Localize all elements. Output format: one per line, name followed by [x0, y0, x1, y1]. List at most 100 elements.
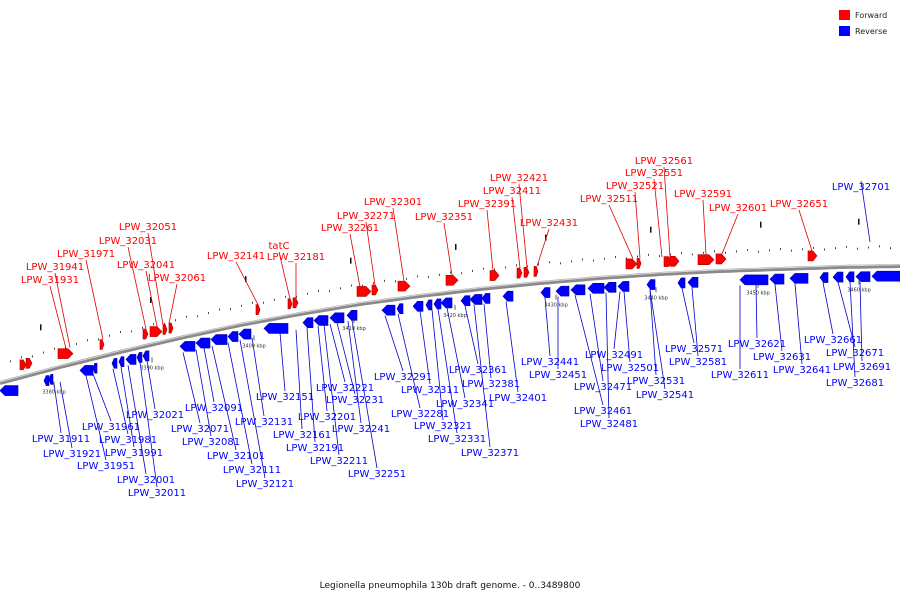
- reverse-gene[interactable]: [481, 293, 491, 304]
- forward-gene[interactable]: [162, 324, 168, 335]
- reverse-gene[interactable]: [346, 310, 358, 321]
- reverse-gene[interactable]: [195, 337, 211, 349]
- reverse-gene[interactable]: [469, 294, 483, 305]
- forward-gene[interactable]: [168, 322, 174, 334]
- forward-gene[interactable]: [19, 359, 27, 371]
- forward-gene[interactable]: [149, 326, 163, 337]
- reverse-gene[interactable]: [617, 281, 630, 292]
- reverse-gene[interactable]: [855, 271, 871, 282]
- forward-gene[interactable]: [669, 255, 680, 267]
- reverse-gene-label: LPW_32661: [804, 335, 862, 346]
- forward-gene[interactable]: [489, 270, 500, 281]
- forward-gene[interactable]: [807, 250, 818, 262]
- reverse-gene-label: LPW_32361: [449, 365, 507, 376]
- label-leader-line: [351, 320, 378, 469]
- reverse-gene[interactable]: [502, 290, 514, 302]
- reverse-gene[interactable]: [555, 285, 570, 297]
- label-leader-line: [464, 305, 479, 365]
- forward-gene[interactable]: [99, 339, 105, 350]
- forward-gene[interactable]: [445, 274, 459, 286]
- reverse-gene[interactable]: [845, 271, 855, 283]
- forward-gene[interactable]: [356, 286, 372, 297]
- reverse-gene-label: LPW_32461: [574, 406, 632, 417]
- tick-mark: [307, 292, 308, 295]
- reverse-gene[interactable]: [739, 274, 769, 286]
- reverse-gene[interactable]: [179, 341, 196, 352]
- reverse-gene[interactable]: [396, 303, 404, 314]
- reverse-gene[interactable]: [302, 317, 314, 328]
- reverse-gene-label: LPW_32451: [529, 370, 587, 381]
- reverse-gene[interactable]: [412, 300, 424, 312]
- label-leader-line: [536, 228, 550, 267]
- reverse-gene[interactable]: [79, 365, 94, 376]
- reverse-gene[interactable]: [227, 331, 239, 342]
- reverse-gene[interactable]: [789, 273, 809, 284]
- label-leader-line: [483, 303, 492, 379]
- forward-gene[interactable]: [292, 297, 299, 309]
- forward-gene[interactable]: [533, 266, 539, 277]
- reverse-gene[interactable]: [118, 356, 125, 367]
- label-leader-line: [837, 281, 856, 348]
- tick-mark: [758, 250, 759, 253]
- reverse-gene-label: LPW_32401: [489, 393, 547, 404]
- forward-gene[interactable]: [625, 258, 638, 270]
- reverse-gene[interactable]: [871, 270, 900, 282]
- reverse-gene[interactable]: [0, 385, 19, 396]
- reverse-gene[interactable]: [136, 352, 143, 363]
- forward-gene[interactable]: [25, 357, 33, 369]
- reverse-gene[interactable]: [381, 304, 396, 316]
- label-leader-line: [279, 332, 286, 392]
- forward-gene-label: LPW_32061: [148, 273, 206, 284]
- forward-gene[interactable]: [371, 284, 379, 296]
- reverse-gene[interactable]: [769, 273, 785, 285]
- tick-mark: [241, 304, 242, 307]
- forward-gene[interactable]: [142, 328, 149, 340]
- label-leader-line: [349, 233, 361, 288]
- reverse-gene[interactable]: [329, 312, 345, 324]
- reverse-gene[interactable]: [111, 358, 118, 369]
- reverse-gene[interactable]: [587, 283, 605, 294]
- reverse-gene[interactable]: [48, 374, 54, 385]
- reverse-gene-label: LPW_32331: [428, 434, 486, 445]
- reverse-gene[interactable]: [646, 279, 656, 290]
- reverse-gene[interactable]: [142, 350, 150, 362]
- reverse-gene[interactable]: [313, 315, 329, 326]
- reverse-gene[interactable]: [43, 375, 50, 386]
- reverse-gene[interactable]: [819, 272, 829, 283]
- forward-gene[interactable]: [636, 258, 642, 269]
- tick-mark: [186, 315, 187, 318]
- reverse-gene[interactable]: [687, 277, 699, 288]
- forward-gene[interactable]: [397, 280, 411, 292]
- forward-gene[interactable]: [523, 267, 530, 278]
- tick-mark-major: [545, 234, 547, 241]
- tick-mark: [417, 275, 418, 278]
- reverse-gene[interactable]: [425, 299, 433, 311]
- reverse-gene[interactable]: [433, 298, 442, 310]
- reverse-gene[interactable]: [540, 287, 551, 298]
- forward-gene[interactable]: [57, 348, 74, 359]
- tick-mark: [10, 360, 11, 363]
- forward-gene-label: tatC: [269, 241, 290, 252]
- label-leader-line: [518, 183, 528, 268]
- forward-gene[interactable]: [715, 253, 727, 265]
- reverse-gene[interactable]: [238, 328, 252, 340]
- tick-mark: [406, 277, 407, 280]
- reverse-gene[interactable]: [570, 284, 586, 296]
- reverse-gene[interactable]: [460, 295, 471, 306]
- forward-gene[interactable]: [287, 298, 293, 310]
- reverse-gene[interactable]: [677, 277, 686, 289]
- reverse-gene[interactable]: [263, 323, 289, 334]
- tick-mark: [725, 251, 726, 254]
- reverse-gene[interactable]: [92, 362, 98, 374]
- forward-gene[interactable]: [255, 304, 261, 316]
- reverse-gene[interactable]: [440, 297, 453, 309]
- forward-gene[interactable]: [516, 267, 523, 279]
- tick-mark: [76, 343, 77, 345]
- reverse-gene[interactable]: [603, 282, 617, 293]
- reverse-gene[interactable]: [832, 271, 844, 283]
- reverse-gene[interactable]: [210, 334, 228, 345]
- reverse-gene[interactable]: [125, 354, 137, 365]
- forward-gene[interactable]: [697, 254, 715, 266]
- forward-gene-label: LPW_32521: [606, 181, 664, 192]
